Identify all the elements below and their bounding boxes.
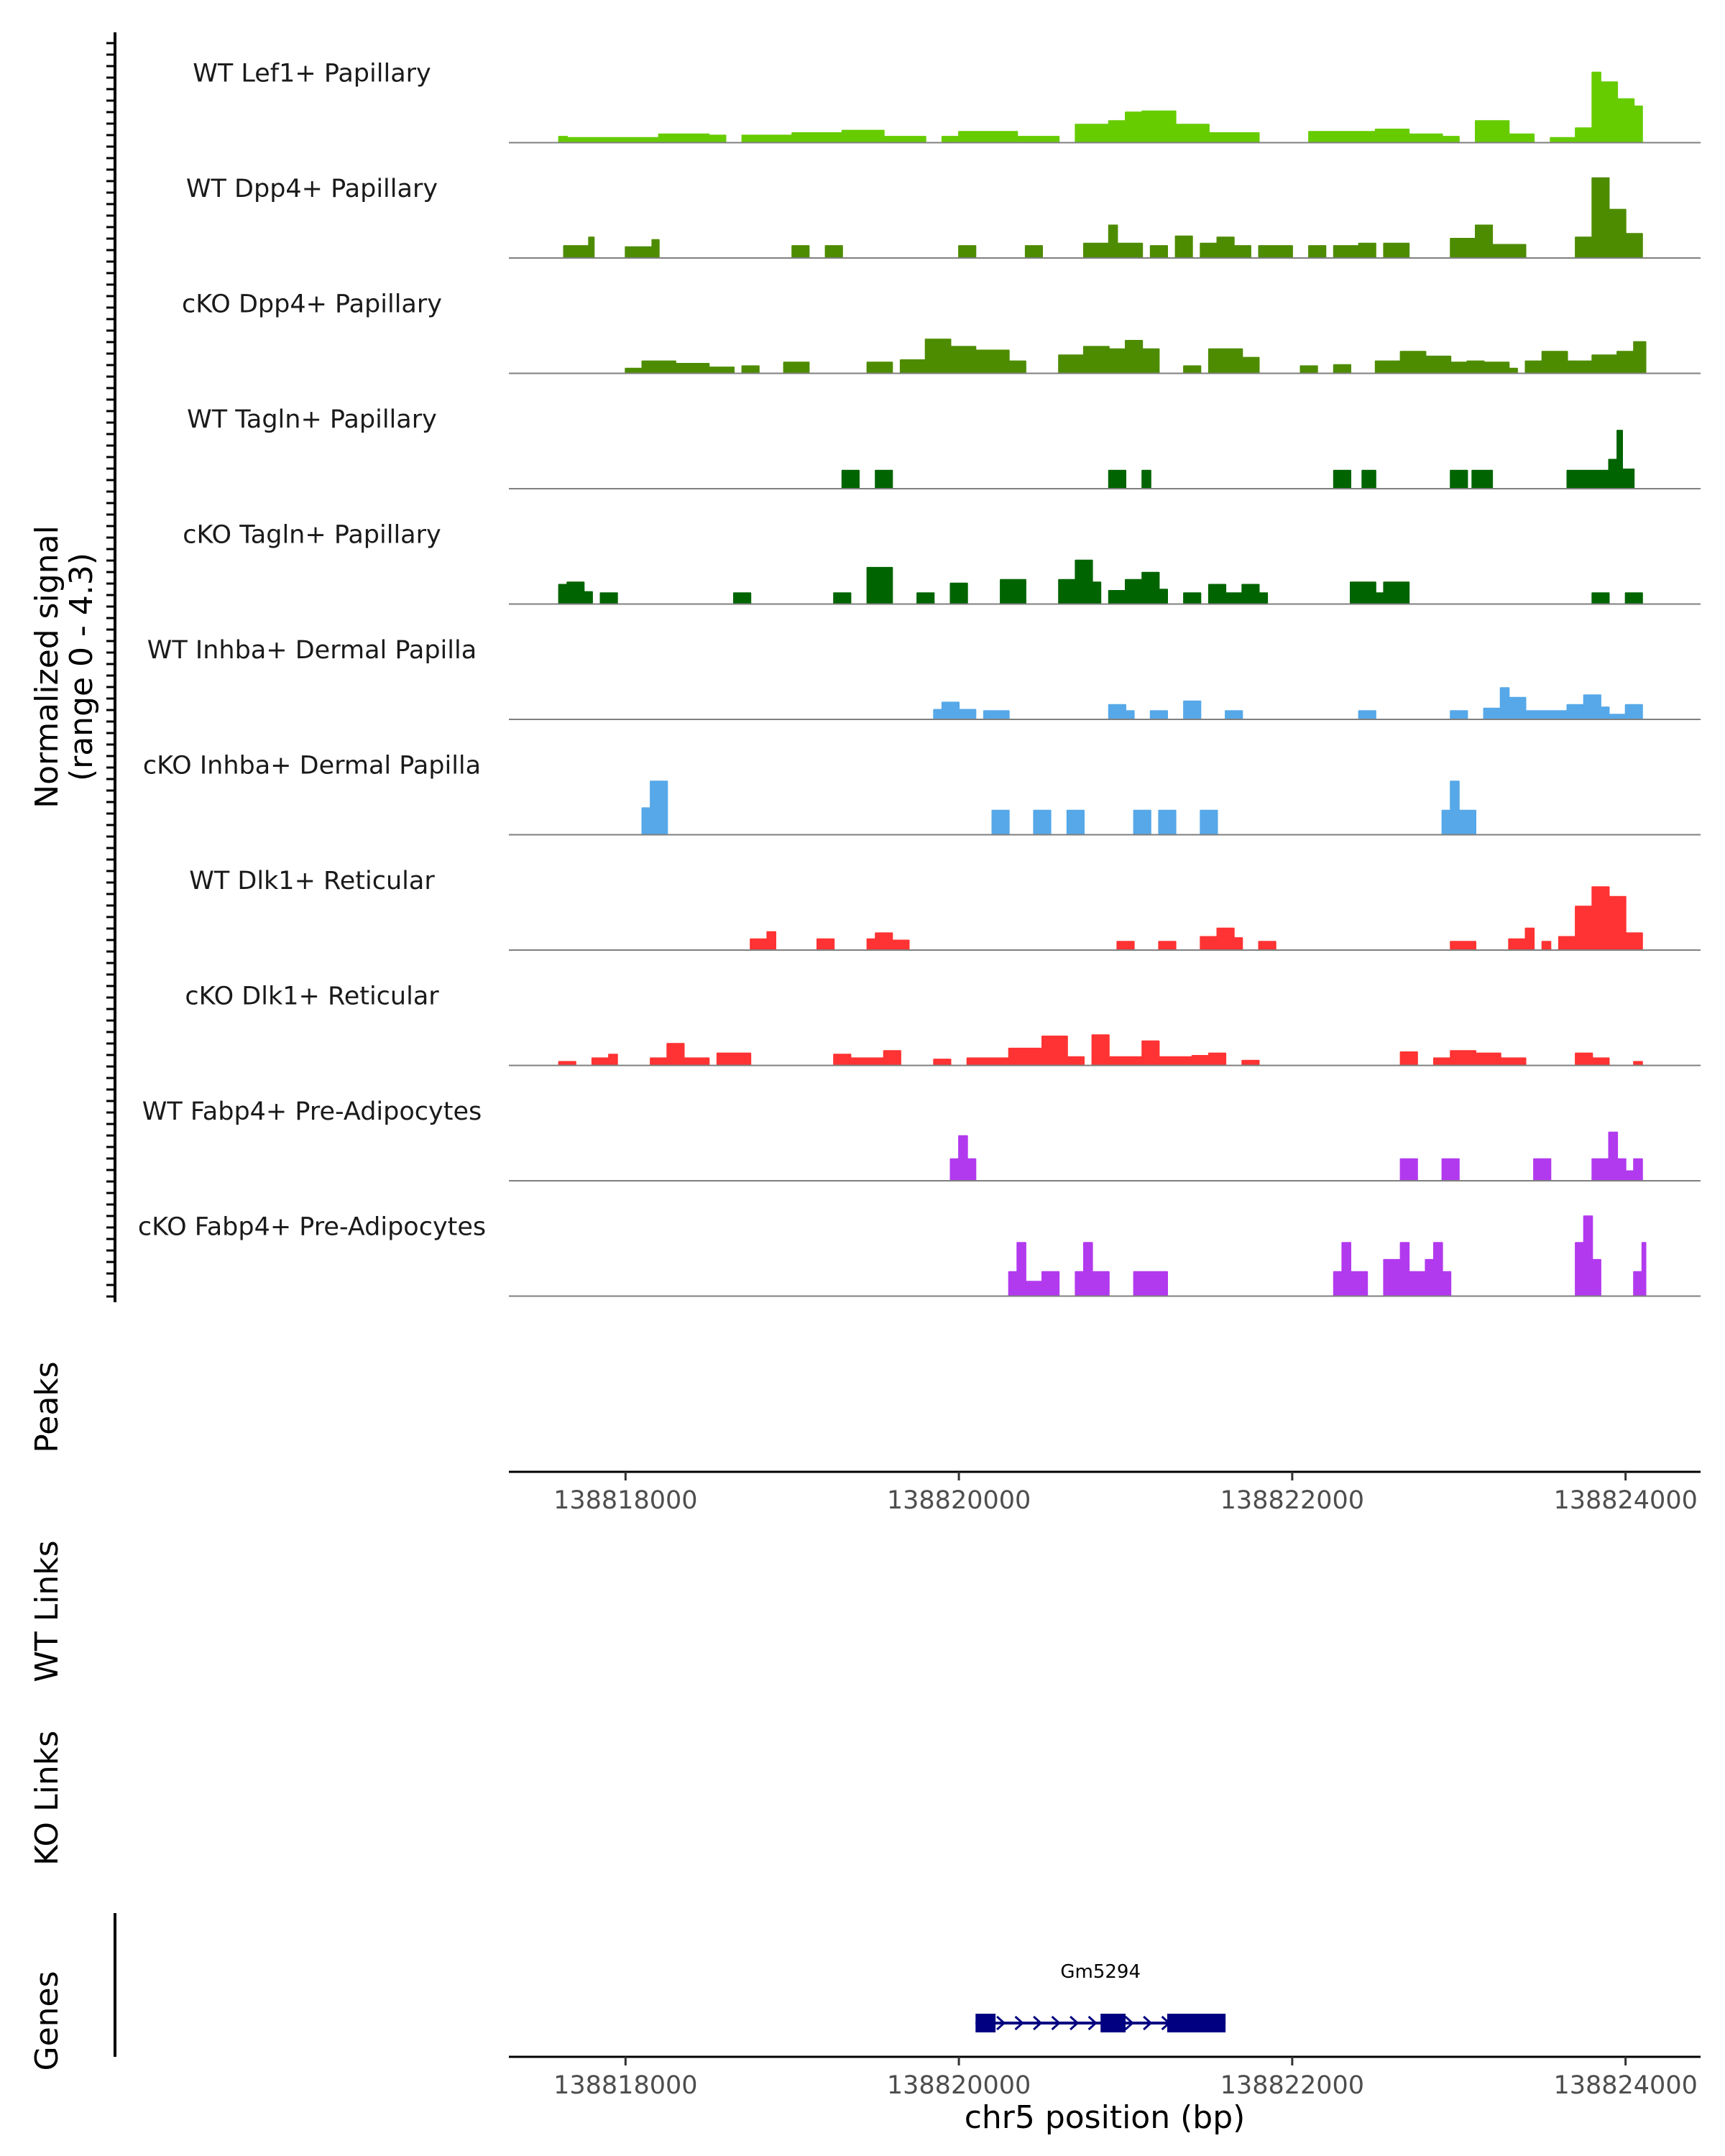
track-4: WT Tagln+ Papillary [187,405,1701,489]
gene-name: Gm5294 [1060,1961,1141,1983]
track-label: cKO Inhba+ Dermal Papilla [143,751,481,780]
gene-exon [975,2014,996,2032]
track-label: WT Fabp4+ Pre-Adipocytes [142,1097,482,1126]
gene-exon [1167,2014,1226,2032]
track-7: cKO Inhba+ Dermal Papilla [143,751,1701,836]
track-8: WT Dlk1+ Reticular [189,867,1701,951]
x-tick-label: 138822000 [1220,2071,1364,2100]
strand-arrow-icon [996,2015,1006,2031]
strand-arrow-icon [1051,2015,1061,2031]
y-axis-range-label: (range 0 - 4.3) [63,553,100,781]
coverage-tracks: WT Lef1+ Papillary WT Dpp4+ Papillary cKO … [138,59,1701,1297]
gene-exon [1100,2014,1126,2032]
track-label: WT Dpp4+ Papillary [186,175,438,203]
x-tick-label: 138818000 [553,1486,697,1515]
x-tick-label: 138818000 [553,2071,697,2100]
track-10: WT Fabp4+ Pre-Adipocytes [142,1097,1701,1181]
track-2: WT Dpp4+ Papillary [186,175,1701,259]
track-label: cKO Dlk1+ Reticular [185,982,439,1010]
x-tick-label: 138824000 [1553,1486,1697,1515]
coverage-y-axis [106,32,116,1302]
strand-arrow-icon [1033,2015,1043,2031]
genes-panel-label: Genes [29,1971,65,2070]
gene-track: Gm5294 [975,1961,1226,2032]
track-label: WT Lef1+ Papillary [193,59,431,88]
strand-arrow-icon [1143,2015,1153,2031]
track-1: WT Lef1+ Papillary [193,59,1701,144]
x-tick-label: 138822000 [1220,1486,1364,1515]
coverage-area [563,177,1643,259]
track-label: cKO Fabp4+ Pre-Adipocytes [138,1212,486,1241]
x-tick-label: 138824000 [1553,2071,1697,2100]
track-11: cKO Fabp4+ Pre-Adipocytes [138,1212,1701,1297]
track-label: cKO Tagln+ Papillary [183,520,441,549]
track-3: cKO Dpp4+ Papillary [182,290,1701,374]
ko-links-panel-label: KO Links [29,1731,65,1866]
x-axis-label: chr5 position (bp) [965,2099,1246,2136]
track-6: WT Inhba+ Dermal Papilla [147,636,1701,720]
strand-arrow-icon [1124,2015,1134,2031]
genes-x-axis: 138818000 138820000 138822000 138824000 [509,2055,1701,2100]
strand-arrow-icon [1014,2015,1024,2031]
track-label: WT Tagln+ Papillary [187,405,437,434]
track-9: cKO Dlk1+ Reticular [185,982,1701,1067]
coverage-area [558,71,1643,144]
peaks-x-axis: 138818000 138820000 138822000 138824000 [509,1470,1701,1515]
y-axis-label: Normalized signal [29,525,65,808]
track-label: WT Dlk1+ Reticular [189,867,435,895]
coverage-area [641,780,1476,836]
coverage-area [1008,1215,1647,1297]
coverage-area [558,1034,1643,1067]
coverage-area [558,559,1643,605]
x-tick-label: 138820000 [887,2071,1031,2100]
strand-arrow-icon [1070,2015,1080,2031]
coverage-area [841,430,1635,489]
x-tick-label: 138820000 [887,1486,1031,1515]
wt-links-panel-label: WT Links [29,1540,65,1682]
strand-arrow-icon [1087,2015,1098,2031]
coverage-area [625,338,1647,374]
coverage-area [949,1131,1643,1181]
peaks-panel-label: Peaks [29,1361,65,1452]
track-label: WT Inhba+ Dermal Papilla [147,636,477,665]
coverage-area [933,687,1643,720]
track-label: cKO Dpp4+ Papillary [182,290,442,318]
coverage-area [750,886,1643,951]
track-5: cKO Tagln+ Papillary [183,520,1701,605]
